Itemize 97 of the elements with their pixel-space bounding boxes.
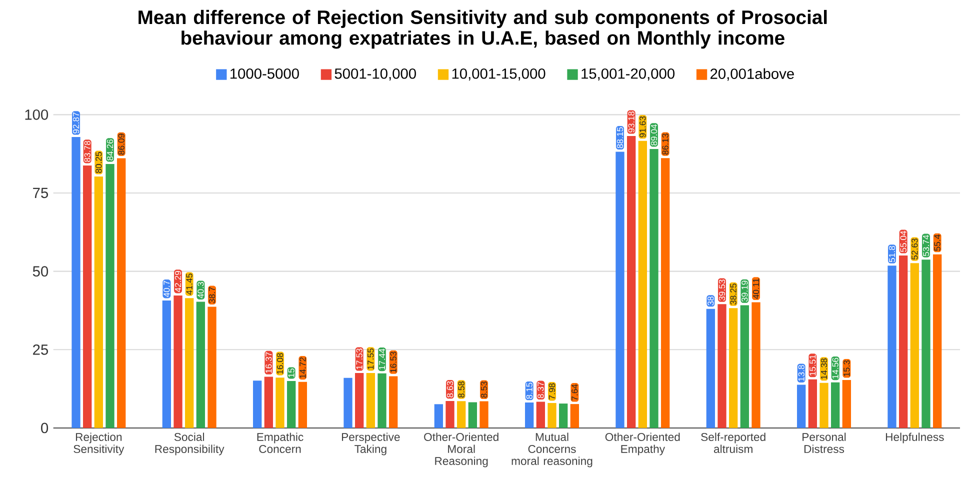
bar: [616, 152, 624, 428]
x-tick-label: Other-Oriented Empathy: [605, 432, 680, 456]
x-tick-label: Social Responsibility: [155, 432, 224, 456]
bar: [910, 263, 919, 428]
data-label: 17.55: [368, 348, 374, 370]
data-label: 8.37: [538, 382, 544, 398]
bar: [718, 304, 726, 428]
x-tick-label: Empathic Concern: [257, 432, 304, 454]
bar: [468, 402, 477, 428]
data-label: 41.45: [186, 274, 192, 295]
data-label: 38.25: [730, 284, 736, 305]
bar: [117, 158, 126, 428]
legend-label: 15,001-20,000: [582, 68, 675, 81]
bar: [196, 302, 206, 428]
bar: [253, 380, 262, 428]
legend-label: 10,001-15,000: [452, 68, 546, 81]
data-label: 8.58: [458, 381, 464, 398]
data-label: 83.78: [84, 140, 90, 162]
data-label: 14.56: [832, 358, 838, 378]
x-tick-label: Helpfulness: [886, 432, 944, 444]
bar: [434, 404, 443, 428]
data-label: 13.8: [798, 365, 804, 381]
data-label: 14.72: [300, 357, 306, 378]
data-label: 55.4: [934, 234, 940, 251]
data-label: 92.87: [72, 112, 80, 134]
bar: [728, 308, 738, 428]
y-tick-label: 75: [33, 188, 48, 198]
data-label: 80.25: [96, 152, 102, 173]
data-label: 14.38: [820, 358, 828, 380]
bar: [660, 158, 670, 428]
bar: [536, 402, 545, 428]
data-label: 7.64: [572, 384, 578, 400]
data-label: 40.7: [164, 280, 170, 298]
x-tick-label: Mutual Concerns moral reasoning: [512, 432, 592, 468]
data-label: 7.98: [548, 383, 556, 400]
bar: [264, 376, 274, 428]
data-label: 39.19: [742, 280, 748, 302]
data-label: 38.7: [208, 287, 216, 304]
x-tick-label: Rejection Sensitivity: [74, 432, 124, 456]
bar: [355, 373, 364, 428]
bar: [457, 401, 466, 428]
bar: [898, 256, 908, 428]
bar: [922, 260, 930, 428]
x-tick-label: Other-Oriented Moral Reasoning: [424, 432, 498, 468]
data-label: 93.18: [628, 112, 634, 132]
data-label: 89.04: [650, 124, 658, 146]
bar: [752, 302, 760, 428]
y-tick-label: 50: [32, 266, 48, 277]
data-label: 15: [288, 368, 294, 378]
bar: [627, 136, 636, 428]
bar: [94, 176, 104, 428]
y-tick-label: 100: [25, 109, 48, 120]
data-label: 42.29: [174, 271, 182, 292]
data-label: 40.3: [198, 282, 204, 298]
bar: [740, 305, 749, 428]
chart-title: Mean difference of Rejection Sensitivity and sub components of Prosocial behaviour among expatriates in U.A.E, based on Monthly income: [138, 10, 827, 49]
data-label: 91.63: [640, 116, 646, 138]
bar: [480, 401, 488, 428]
x-tick-label: Self-reported altruism: [701, 432, 766, 454]
data-label: 88.15: [616, 127, 624, 148]
data-label: 51.8: [888, 246, 896, 262]
x-tick-label: Personal Distress: [802, 432, 846, 454]
x-tick-label: Perspective Taking: [342, 432, 400, 456]
data-label: 52.63: [912, 238, 918, 260]
data-label: 8.53: [480, 382, 488, 398]
data-label: 17.44: [379, 348, 385, 370]
data-label: 15.51: [810, 354, 816, 376]
data-label: 84.26: [106, 139, 114, 160]
legend-label: 1000-5000: [230, 68, 299, 79]
data-label: 16.53: [390, 352, 396, 372]
data-label: 17.53: [356, 348, 362, 370]
data-label: 55.04: [900, 230, 906, 252]
legend-label: 20,001above: [710, 68, 794, 81]
data-label: 53.74: [922, 234, 930, 256]
data-label: 86.09: [118, 134, 124, 155]
legend-label: 5001-10,000: [334, 68, 416, 81]
bar: [888, 266, 896, 428]
data-label: 86.13: [662, 134, 668, 155]
bar: [559, 404, 568, 428]
data-label: 15.3: [844, 360, 850, 376]
data-label: 39.53: [718, 280, 726, 301]
data-label: 38: [708, 296, 714, 306]
y-tick-label: 0: [41, 422, 48, 434]
bar: [796, 384, 806, 428]
bar: [276, 378, 284, 428]
bar: [185, 298, 194, 428]
data-label: 40.11: [752, 278, 760, 299]
data-label: 8.15: [526, 382, 532, 399]
bar: [842, 380, 851, 428]
data-label: 8.63: [446, 381, 454, 398]
bar: [344, 378, 352, 428]
y-tick-label: 25: [33, 344, 48, 355]
bar: [570, 404, 579, 428]
data-label: 16.37: [266, 352, 272, 373]
bar: [389, 376, 398, 428]
bar: [208, 306, 216, 428]
data-label: 16.08: [276, 353, 284, 374]
